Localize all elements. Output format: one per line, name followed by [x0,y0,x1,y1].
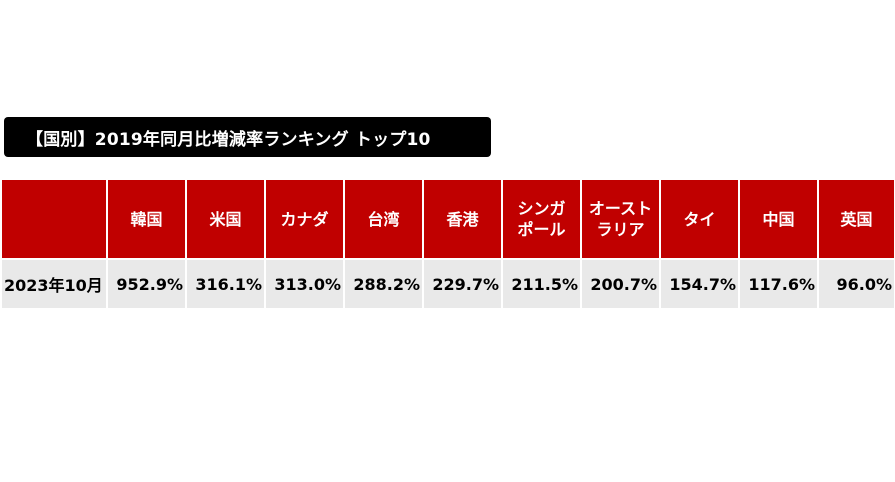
column-header-line: 香港 [446,209,479,229]
column-header-line: ポール [517,220,566,239]
value-cell: 154.7% [660,260,740,308]
value-cell: 229.7% [423,260,503,308]
value-cell: 96.0% [818,260,894,308]
column-header-line: 韓国 [130,209,163,229]
table-row: 2023年10月 952.9% 316.1% 313.0% 288.2% 229.7% 2… [2,260,894,308]
column-header-line: ラリア [596,220,645,239]
value-cell: 952.9% [107,260,187,308]
column-header-line: 中国 [762,209,795,229]
value-cell: 117.6% [739,260,819,308]
value-cell: 200.7% [581,260,661,308]
column-header: カナダ [265,180,345,258]
column-header-line: カナダ [280,209,329,229]
column-header: 米国 [186,180,266,258]
column-header-line: 英国 [840,209,873,229]
row-label: 2023年10月 [2,260,108,308]
column-header: シンガ ポール [502,180,582,258]
column-header: 台湾 [344,180,424,258]
column-header: 韓国 [107,180,187,258]
header-row: 韓国 米国 カナダ 台湾 香港 シンガ ポール オースト ラリア タイ 中国 英国 [2,180,894,258]
ranking-table: 韓国 米国 カナダ 台湾 香港 シンガ ポール オースト ラリア タイ 中国 英国 2023年10月 … [2,180,894,308]
column-header: 中国 [739,180,819,258]
column-header-line: シンガ [517,199,566,218]
value-cell: 313.0% [265,260,345,308]
column-header: 英国 [818,180,894,258]
column-header: 香港 [423,180,503,258]
chart-title: 【国別】2019年同月比増減率ランキング トップ10 [26,129,431,150]
column-header: タイ [660,180,740,258]
chart-title-bar: 【国別】2019年同月比増減率ランキング トップ10 [4,117,491,157]
column-header-line: 台湾 [367,209,400,229]
corner-cell [2,180,108,258]
value-cell: 316.1% [186,260,266,308]
column-header-line: オースト [588,199,653,218]
column-header-line: タイ [683,209,716,229]
column-header-line: 米国 [209,209,242,229]
column-header: オースト ラリア [581,180,661,258]
value-cell: 211.5% [502,260,582,308]
value-cell: 288.2% [344,260,424,308]
